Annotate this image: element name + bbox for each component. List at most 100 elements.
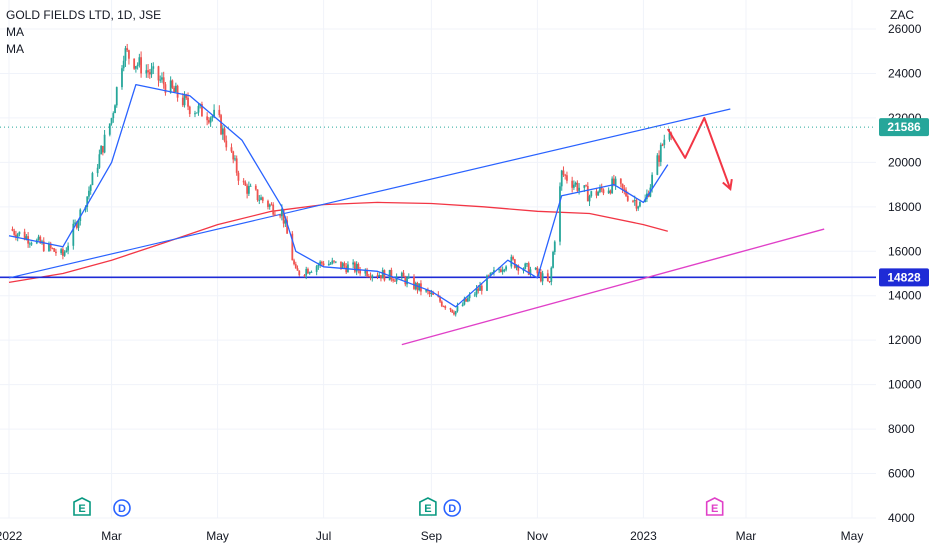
earnings-marker-shape — [419, 497, 437, 516]
channel-line[interactable] — [401, 228, 825, 346]
ma-legend-2[interactable]: MA — [6, 42, 24, 56]
price-tags: 21586 14828 — [879, 118, 929, 287]
x-tick-label: May — [841, 529, 864, 543]
candle-body — [284, 220, 287, 224]
legend: GOLD FIELDS LTD, 1D, JSE MA MA — [6, 7, 161, 58]
trendline-path — [8, 108, 731, 279]
candle-body — [340, 261, 342, 269]
x-tick-label: Jul — [316, 529, 331, 543]
candle-body — [633, 200, 636, 202]
candle-body — [499, 269, 502, 272]
candle-body — [334, 261, 337, 263]
candle-body — [432, 293, 435, 295]
candle-body — [480, 285, 483, 291]
candle-body — [359, 270, 362, 274]
projection-line — [666, 116, 732, 190]
candle-body — [588, 196, 591, 202]
y-axis[interactable]: 4000 6000 8000 10000 12000 14000 16000 18000 200… — [888, 8, 922, 525]
candle-body — [489, 272, 492, 277]
symbol-title[interactable]: GOLD FIELDS LTD, 1D, JSE — [6, 8, 162, 22]
candle-body — [625, 189, 627, 196]
candle-body — [55, 251, 57, 254]
candle-body — [220, 115, 222, 135]
currency-label: ZAC — [890, 8, 914, 22]
candle-body — [310, 271, 313, 273]
candle-body — [626, 195, 629, 201]
ma-slow-line — [8, 201, 668, 284]
candle-body — [440, 301, 443, 307]
candle-body — [218, 109, 221, 116]
candle-body — [223, 128, 226, 141]
candle-body — [352, 262, 355, 265]
candle-body — [98, 154, 101, 168]
candle-body — [595, 191, 598, 196]
candle-body — [486, 275, 488, 291]
trendline[interactable] — [8, 108, 731, 279]
candle-body — [639, 202, 641, 207]
candle-body — [171, 80, 174, 88]
candle-body — [268, 204, 271, 207]
candle-body — [197, 106, 200, 113]
candle-body — [185, 94, 188, 98]
candles — [11, 43, 673, 317]
ma-legend-1[interactable]: MA — [6, 25, 24, 39]
projection-path[interactable] — [666, 116, 733, 191]
candle-body — [656, 155, 659, 175]
candle-body — [607, 190, 610, 194]
y-tick-label: 4000 — [888, 511, 915, 525]
candle-body — [37, 236, 40, 240]
y-tick-label: 12000 — [888, 333, 922, 347]
candle-body — [279, 215, 282, 217]
y-tick-label: 14000 — [888, 289, 922, 303]
candle-body — [327, 263, 330, 266]
x-axis[interactable]: 2022 Mar May Jul Sep Nov 2023 Mar May — [0, 529, 863, 543]
candle-body — [148, 72, 151, 75]
candle-body — [366, 269, 368, 276]
candle-body — [152, 66, 155, 69]
candle-body — [235, 158, 238, 173]
candle-body — [88, 190, 90, 197]
candle-body — [576, 182, 579, 191]
candle-body — [609, 190, 612, 194]
future-earnings-marker-label: E — [711, 503, 718, 515]
candle-body — [560, 170, 563, 187]
candle-body — [291, 233, 294, 261]
channel-line-path — [401, 228, 825, 346]
candle-body — [13, 230, 16, 235]
candle-body — [378, 275, 381, 277]
candle-body — [562, 170, 565, 175]
candle-body — [517, 265, 520, 271]
candle-body — [320, 261, 323, 264]
candle-body — [369, 276, 372, 278]
candle-body — [305, 268, 308, 276]
x-tick-label: Sep — [421, 529, 443, 543]
candle-body — [329, 263, 332, 265]
candle-body — [501, 269, 504, 272]
candle-body — [599, 187, 601, 192]
candle-body — [159, 79, 162, 81]
candle-body — [487, 275, 490, 277]
candle-body — [463, 298, 466, 305]
candle-body — [30, 243, 33, 245]
candle-body — [242, 180, 245, 183]
candle-body — [663, 139, 666, 145]
candle-body — [571, 180, 574, 188]
candle-body — [280, 208, 283, 217]
earnings-marker-label: E — [424, 503, 431, 515]
candle-body — [274, 214, 276, 216]
candle-body — [498, 269, 501, 271]
candle-body — [207, 120, 210, 123]
candle-body — [444, 306, 447, 309]
y-tick-label: 24000 — [888, 66, 922, 80]
candle-body — [147, 70, 149, 73]
candle-body — [317, 264, 320, 267]
candle-body — [493, 270, 495, 273]
candle-body — [103, 134, 106, 153]
x-tick-label: Mar — [736, 529, 757, 543]
x-tick-label: 2023 — [630, 529, 657, 543]
candle-body — [138, 57, 141, 65]
candle-body — [293, 260, 295, 265]
candle-body — [254, 185, 257, 190]
